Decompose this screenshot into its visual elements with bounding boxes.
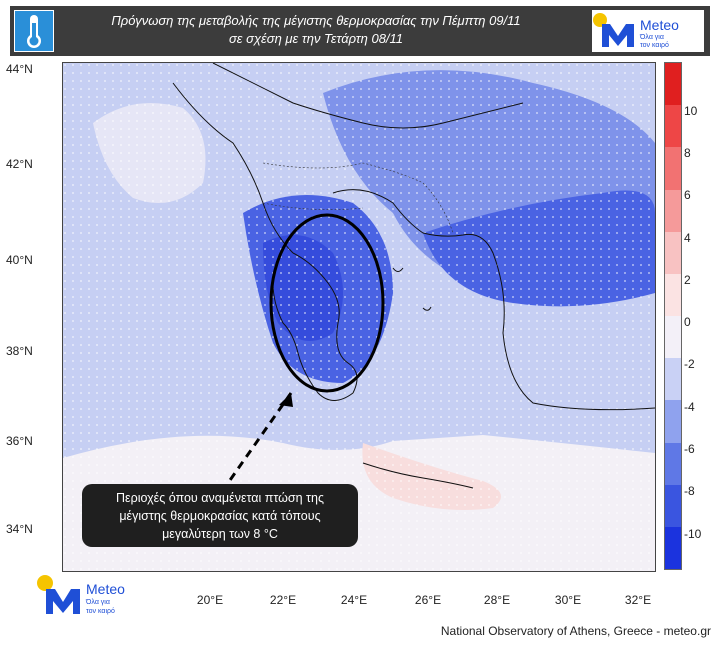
- forecast-title: Πρόγνωση της μεταβολής της μέγιστης θερμ…: [66, 12, 566, 48]
- colorbar-tick: 4: [684, 231, 691, 245]
- coastlines: [172, 63, 655, 489]
- colorbar-segment: [665, 316, 681, 359]
- colorbar: [664, 62, 682, 570]
- highlight-ellipse: [269, 213, 385, 393]
- colorbar-tick: -6: [684, 442, 695, 456]
- colorbar-segment: [665, 147, 681, 190]
- lon-label: 30°E: [554, 593, 582, 607]
- lat-label: 40°N: [6, 253, 33, 267]
- meteo-logo-bottom: Meteo Όλα για τον καιρό: [36, 574, 160, 620]
- colorbar-tick: -2: [684, 357, 695, 371]
- lat-label: 36°N: [6, 434, 33, 448]
- pointer-arrowhead: [279, 393, 293, 407]
- lon-label: 20°E: [196, 593, 224, 607]
- callout-pointer: [226, 392, 293, 484]
- lon-label: 22°E: [269, 593, 297, 607]
- colorbar-tick: -8: [684, 484, 695, 498]
- lat-label: 42°N: [6, 157, 33, 171]
- title-line-2: σε σχέση με την Τετάρτη 08/11: [228, 31, 404, 46]
- footer-credit: National Observatory of Athens, Greece -…: [440, 624, 711, 638]
- sun-icon: [37, 575, 53, 591]
- lon-label: 28°E: [483, 593, 511, 607]
- colorbar-segment: [665, 105, 681, 148]
- colorbar-segment: [665, 273, 681, 317]
- lon-label: 24°E: [340, 593, 368, 607]
- borders: [262, 162, 454, 234]
- lon-label: 32°E: [624, 593, 652, 607]
- colorbar-segment: [665, 358, 681, 401]
- colorbar-segment: [665, 63, 681, 106]
- thermometer-icon: [14, 10, 54, 52]
- lat-label: 34°N: [6, 522, 33, 536]
- colorbar-segment: [665, 231, 681, 275]
- logo-tagline-1: Όλα για: [639, 34, 664, 41]
- colorbar-segment: [665, 189, 681, 233]
- colorbar-tick: 0: [684, 315, 691, 329]
- title-line-1: Πρόγνωση της μεταβολής της μέγιστης θερμ…: [111, 13, 521, 28]
- colorbar-tick: 8: [684, 146, 691, 160]
- logo-brand: Meteo: [86, 581, 125, 597]
- sun-icon: [593, 13, 607, 27]
- colorbar-segment: [665, 484, 681, 528]
- colorbar-tick: 10: [684, 104, 698, 118]
- colorbar-segment: [665, 526, 681, 570]
- colorbar-segment: [665, 442, 681, 486]
- logo-tagline-2: τον καιρό: [86, 607, 115, 615]
- colorbar-tick: 2: [684, 273, 691, 287]
- logo-tagline-2: τον καιρό: [640, 41, 669, 49]
- colorbar-segment: [665, 400, 681, 443]
- callout-line-2: μέγιστης θερμοκρασίας κατά τόπους: [119, 509, 321, 523]
- callout-line-3: μεγαλύτερη των 8 °C: [162, 527, 278, 541]
- colorbar-tick: -10: [684, 527, 702, 541]
- annotation-callout: Περιοχές όπου αναμένεται πτώση της μέγισ…: [82, 484, 358, 547]
- logo-tagline-1: Όλα για: [85, 599, 110, 606]
- lat-label: 44°N: [6, 62, 33, 76]
- lat-label: 38°N: [6, 344, 33, 358]
- meteo-logo: Meteo Όλα για τον καιρό: [592, 10, 704, 52]
- header-banner: Πρόγνωση της μεταβολής της μέγιστης θερμ…: [10, 6, 710, 56]
- colorbar-tick: 6: [684, 188, 691, 202]
- callout-line-1: Περιοχές όπου αναμένεται πτώση της: [116, 491, 324, 505]
- lon-label: 26°E: [414, 593, 442, 607]
- logo-brand: Meteo: [640, 17, 679, 33]
- colorbar-tick: -4: [684, 400, 695, 414]
